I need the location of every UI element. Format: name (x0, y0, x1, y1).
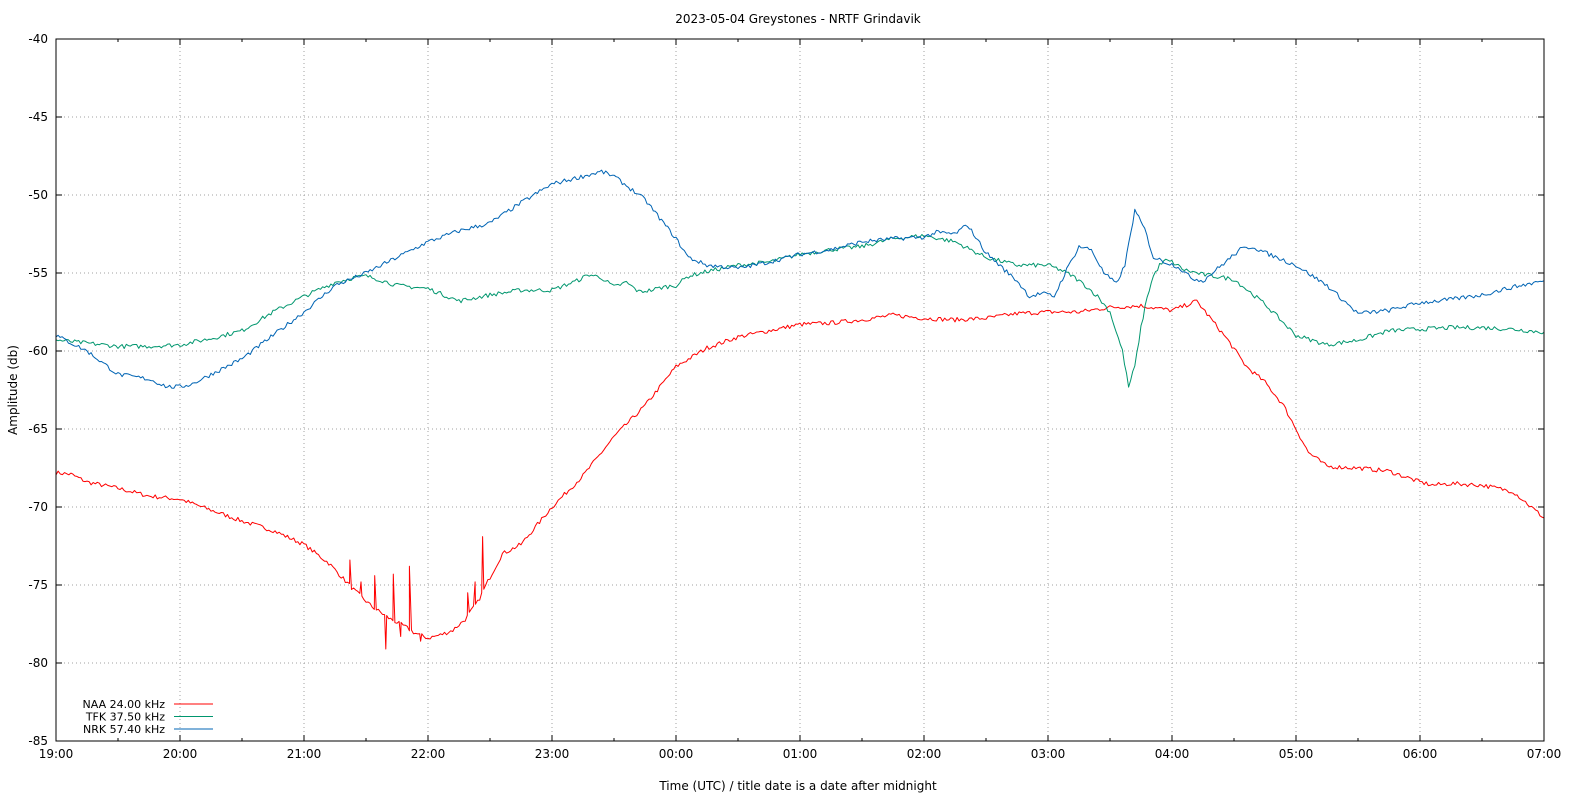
y-tick-label: -40 (28, 32, 48, 46)
x-tick-label: 19:00 (39, 747, 74, 761)
x-tick-label: 21:00 (287, 747, 322, 761)
series-line-tfk (55, 234, 1545, 388)
y-tick-label: -45 (28, 110, 48, 124)
axis-ticks: 19:00 20:00 21:00 22:00 23:00 00:00 01:00 02:00… (28, 32, 1561, 761)
x-tick-label: 07:00 (1527, 747, 1562, 761)
y-tick-label: -50 (28, 188, 48, 202)
y-tick-label: -75 (28, 578, 48, 592)
x-tick-label: 04:00 (1155, 747, 1190, 761)
y-tick-label: -70 (28, 500, 48, 514)
y-axis-label: Amplitude (db) (6, 345, 20, 435)
series-line-naa (55, 299, 1545, 650)
x-tick-label: 20:00 (163, 747, 198, 761)
legend-label: NRK 57.40 kHz (83, 723, 165, 736)
series-line-nrk (55, 169, 1545, 389)
x-tick-label: 01:00 (783, 747, 818, 761)
series-layer (55, 169, 1545, 650)
chart-title: 2023-05-04 Greystones - NRTF Grindavik (675, 12, 921, 26)
x-tick-label: 03:00 (1031, 747, 1066, 761)
grid-lines (56, 39, 1544, 741)
y-tick-label: -60 (28, 344, 48, 358)
x-axis-label: Time (UTC) / title date is a date after … (658, 779, 937, 793)
legend-label: TFK 37.50 kHz (85, 711, 165, 724)
x-tick-label: 22:00 (411, 747, 446, 761)
x-tick-label: 05:00 (1279, 747, 1314, 761)
x-tick-label: 00:00 (659, 747, 694, 761)
y-tick-label: -80 (28, 656, 48, 670)
y-tick-label: -65 (28, 422, 48, 436)
x-tick-label: 02:00 (907, 747, 942, 761)
y-tick-label: -85 (28, 734, 48, 748)
x-tick-label: 06:00 (1403, 747, 1438, 761)
x-tick-label: 23:00 (535, 747, 570, 761)
y-tick-label: -55 (28, 266, 48, 280)
legend-label: NAA 24.00 kHz (83, 698, 166, 711)
